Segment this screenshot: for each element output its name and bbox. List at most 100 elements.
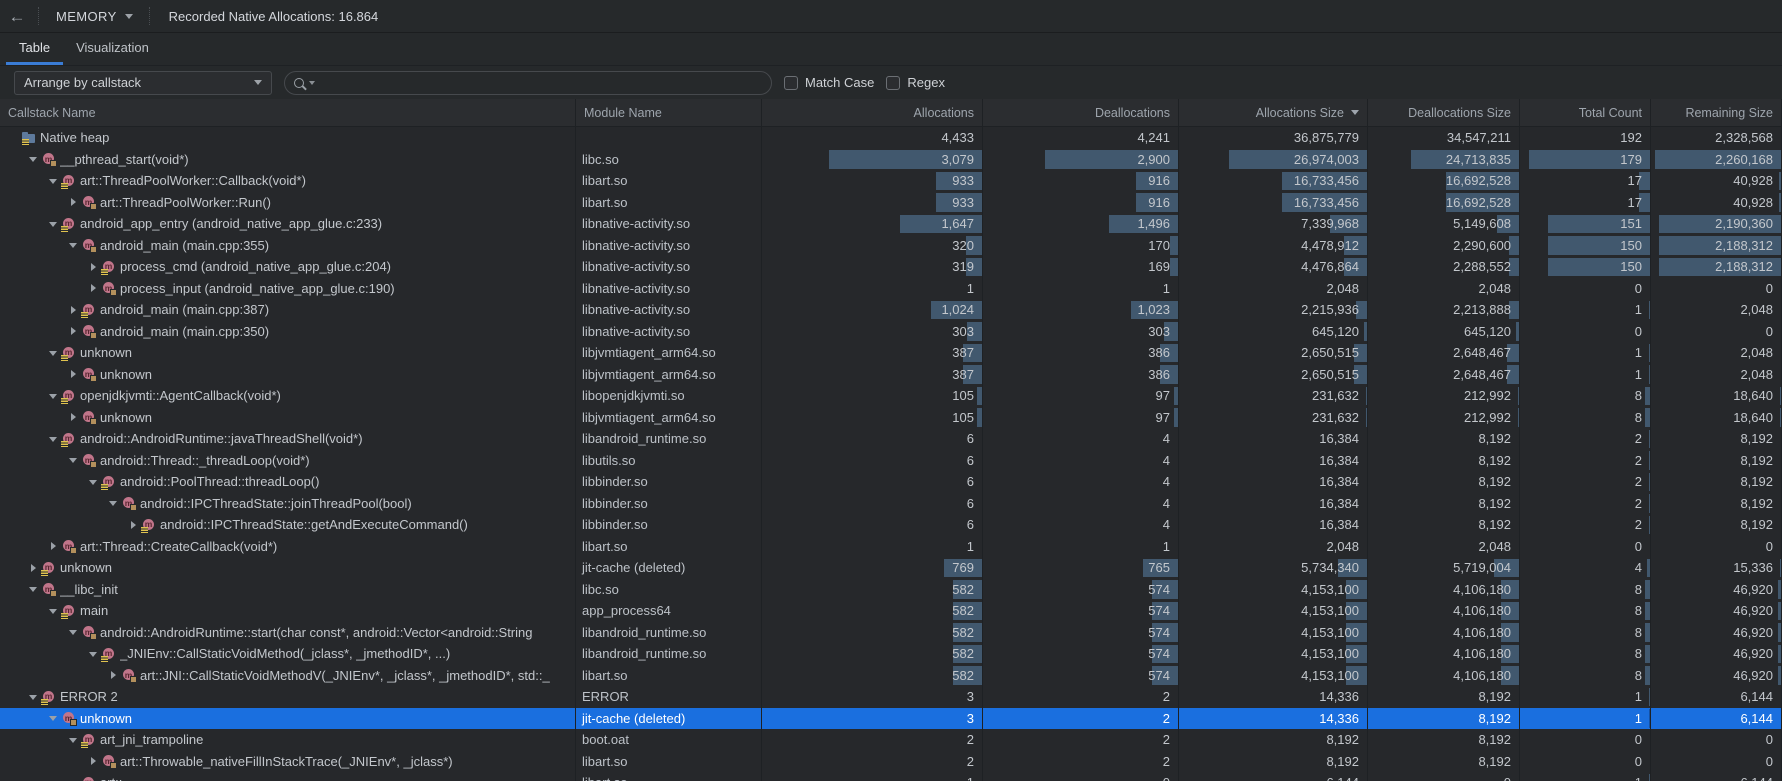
- column-header-remaining_size[interactable]: Remaining Size: [1651, 99, 1782, 126]
- regex-checkbox[interactable]: [886, 75, 901, 90]
- collapse-arrow-icon[interactable]: [86, 643, 100, 665]
- dealloc_size-cell: 645,120: [1368, 320, 1520, 342]
- collapse-arrow-icon[interactable]: [46, 170, 60, 192]
- remaining_size-value: 8,192: [1740, 452, 1773, 468]
- remaining_size-value: 8,192: [1740, 517, 1773, 533]
- table-row[interactable]: Native heap 4,433 4,241 36,875,779 34,547,21…: [0, 127, 1782, 149]
- table-row[interactable]: process_input (android_native_app_glue.c…: [0, 277, 1782, 300]
- collapse-arrow-icon[interactable]: [26, 686, 40, 708]
- remaining_size-cell: 18,640: [1651, 385, 1782, 407]
- table-row[interactable]: main app_process64 582 574 4,153,100 4,106,18…: [0, 600, 1782, 622]
- column-header-total_count[interactable]: Total Count: [1520, 99, 1651, 126]
- table-row[interactable]: ERROR 2 ERROR 3 2 14,336 8,192 1 6,144: [0, 686, 1782, 708]
- collapse-arrow-icon[interactable]: [86, 471, 100, 493]
- table-row[interactable]: art::JNI::CallStaticVoidMethodV(_JNIEnv*…: [0, 664, 1782, 687]
- column-header-allocations[interactable]: Allocations: [762, 99, 983, 126]
- deallocations-value: 4: [1162, 431, 1170, 447]
- collapse-arrow-icon[interactable]: [66, 235, 80, 257]
- column-header-module[interactable]: Module Name: [576, 99, 762, 126]
- expand-arrow-icon[interactable]: [106, 665, 120, 687]
- table-row[interactable]: unknown jit-cache (deleted) 769 765 5,734,34…: [0, 557, 1782, 579]
- callstack-name: android_app_entry (android_native_app_gl…: [80, 216, 383, 232]
- collapse-arrow-icon[interactable]: [26, 149, 40, 171]
- table-row[interactable]: unknown libjvmtiagent_arm64.so 387 386 2,650…: [0, 342, 1782, 364]
- expand-arrow-icon[interactable]: [86, 278, 100, 300]
- memory-section-dropdown[interactable]: MEMORY: [44, 9, 145, 24]
- table-row[interactable]: openjdkjvmti::AgentCallback(void*) libope…: [0, 385, 1782, 407]
- expand-arrow-icon[interactable]: [66, 192, 80, 214]
- remaining_size-value: 18,640: [1733, 388, 1773, 404]
- expand-arrow-icon[interactable]: [86, 256, 100, 278]
- search-input[interactable]: [321, 74, 762, 91]
- table-row[interactable]: android::IPCThreadState::joinThreadPool(…: [0, 492, 1782, 515]
- table-row[interactable]: art::Thread::CreateCallback(void*) libart…: [0, 535, 1782, 558]
- collapse-arrow-icon[interactable]: [66, 729, 80, 751]
- collapse-arrow-icon[interactable]: [66, 450, 80, 472]
- remaining_size-value: 46,920: [1733, 667, 1773, 683]
- callstack-cell: Native heap: [0, 127, 576, 149]
- regex-option[interactable]: Regex: [886, 75, 945, 90]
- value-bar: [1494, 558, 1519, 577]
- column-header-alloc_size[interactable]: Allocations Size: [1179, 99, 1368, 126]
- table-row[interactable]: art::ThreadPoolWorker::Run() libart.so 933…: [0, 191, 1782, 214]
- expand-arrow-icon[interactable]: [86, 751, 100, 773]
- table-row[interactable]: process_cmd (android_native_app_glue.c:2…: [0, 256, 1782, 278]
- table-row[interactable]: android::IPCThreadState::getAndExecuteCo…: [0, 514, 1782, 536]
- table-row[interactable]: art::Throwable_nativeFillInStackTrace(_J…: [0, 750, 1782, 773]
- expand-arrow-icon[interactable]: [66, 321, 80, 343]
- module-cell: libandroid_runtime.so: [576, 621, 762, 643]
- table-row[interactable]: art::ThreadPoolWorker::Callback(void*) li…: [0, 170, 1782, 192]
- table-row[interactable]: __pthread_start(void*) libc.so 3,079 2,900 2…: [0, 148, 1782, 171]
- collapse-arrow-icon[interactable]: [46, 708, 60, 730]
- expand-arrow-icon[interactable]: [66, 299, 80, 321]
- table-row[interactable]: art::... libart.so 1 0 6,144 0 1 6,144: [0, 772, 1782, 781]
- total_count-value: 2: [1634, 474, 1642, 490]
- table-row[interactable]: android_main (main.cpp:387) libnative-act…: [0, 299, 1782, 321]
- column-header-deallocations[interactable]: Deallocations: [983, 99, 1179, 126]
- table-row[interactable]: __libc_init libc.so 582 574 4,153,100 4,106,1…: [0, 578, 1782, 601]
- collapse-arrow-icon[interactable]: [66, 772, 80, 781]
- collapse-arrow-icon[interactable]: [46, 600, 60, 622]
- table-row[interactable]: unknown libjvmtiagent_arm64.so 387 386 2,650…: [0, 363, 1782, 386]
- table-row[interactable]: android::PoolThread::threadLoop() libbind…: [0, 471, 1782, 493]
- alloc_size-value: 14,336: [1319, 710, 1359, 726]
- table-row[interactable]: android::AndroidRuntime::javaThreadShell…: [0, 428, 1782, 450]
- collapse-arrow-icon[interactable]: [46, 342, 60, 364]
- search-options-chevron-icon[interactable]: [309, 81, 315, 88]
- module-cell: libnative-activity.so: [576, 320, 762, 342]
- arrange-by-dropdown[interactable]: Arrange by callstack: [14, 70, 272, 95]
- allocations-cell: 582: [762, 600, 983, 622]
- module-name: libbinder.so: [582, 495, 648, 511]
- table-row[interactable]: android_app_entry (android_native_app_gl…: [0, 213, 1782, 235]
- value-bar: [1173, 386, 1178, 405]
- collapse-arrow-icon[interactable]: [106, 493, 120, 515]
- table-row[interactable]: android_main (main.cpp:350) libnative-act…: [0, 320, 1782, 343]
- deallocations-cell: 1,496: [983, 213, 1179, 235]
- tab-visualization[interactable]: Visualization: [76, 40, 149, 55]
- tab-table[interactable]: Table: [6, 33, 64, 65]
- match-case-checkbox[interactable]: [784, 75, 798, 90]
- collapse-arrow-icon[interactable]: [46, 213, 60, 235]
- expand-arrow-icon[interactable]: [26, 557, 40, 579]
- collapse-arrow-icon[interactable]: [46, 385, 60, 407]
- table-row[interactable]: unknown libjvmtiagent_arm64.so 105 97 231,63…: [0, 406, 1782, 429]
- back-arrow-button[interactable]: ←: [8, 6, 26, 26]
- expand-arrow-icon[interactable]: [46, 536, 60, 558]
- match-case-option[interactable]: Match Case: [784, 75, 874, 90]
- collapse-arrow-icon[interactable]: [66, 622, 80, 644]
- column-header-dealloc_size[interactable]: Deallocations Size: [1368, 99, 1520, 126]
- callstack-cell: unknown: [0, 707, 576, 730]
- collapse-arrow-icon[interactable]: [26, 579, 40, 601]
- table-row[interactable]: android::AndroidRuntime::start(char cons…: [0, 621, 1782, 644]
- collapse-arrow-icon[interactable]: [46, 428, 60, 450]
- table-row[interactable]: android_main (main.cpp:355) libnative-act…: [0, 234, 1782, 257]
- value-bar: [953, 580, 982, 599]
- column-header-callstack[interactable]: Callstack Name: [0, 99, 576, 126]
- expand-arrow-icon[interactable]: [66, 407, 80, 429]
- table-row[interactable]: _JNIEnv::CallStaticVoidMethod(_jclass*, …: [0, 643, 1782, 665]
- expand-arrow-icon[interactable]: [126, 514, 140, 536]
- table-row[interactable]: unknown jit-cache (deleted) 3 2 14,336 8,192 1…: [0, 707, 1782, 730]
- expand-arrow-icon[interactable]: [66, 364, 80, 386]
- table-row[interactable]: android::Thread::_threadLoop(void*) libut…: [0, 449, 1782, 472]
- table-row[interactable]: art_jni_trampoline boot.oat 2 2 8,192 8,192 0 0: [0, 729, 1782, 751]
